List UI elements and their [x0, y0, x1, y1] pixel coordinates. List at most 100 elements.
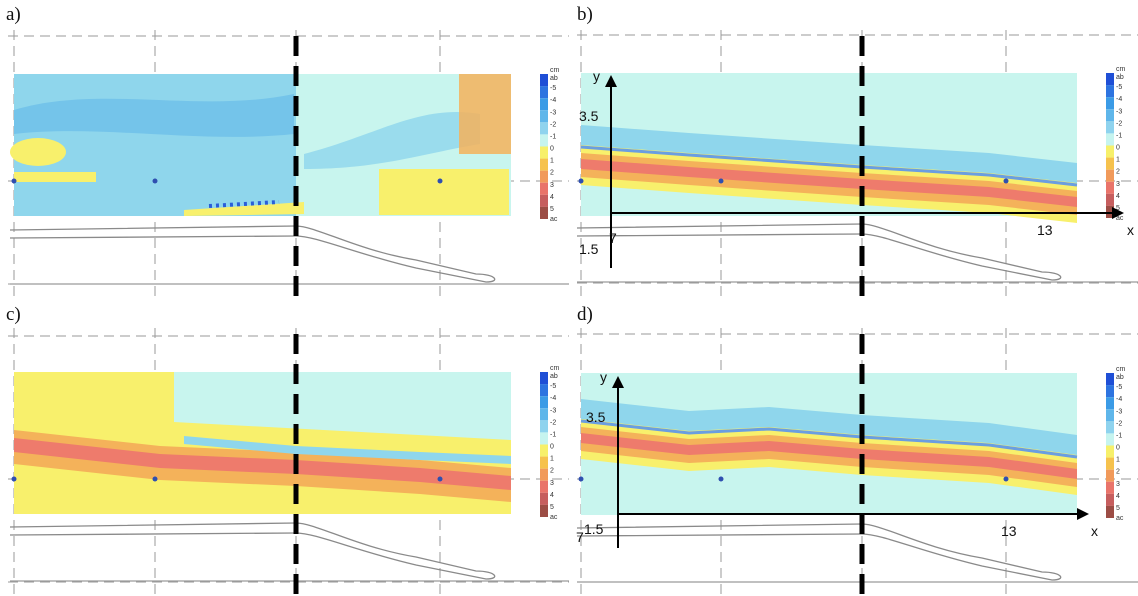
colorbar-tick-label: 1: [1116, 157, 1120, 164]
probe-marker: [11, 476, 17, 482]
colorbar-tick-label: 2: [1116, 169, 1120, 176]
colorbar-swatch: [1106, 481, 1114, 494]
y-axis-tick-label: 3.5: [579, 108, 599, 124]
colorbar-top-label: ab: [550, 373, 558, 380]
colorbar-tick-label: 3: [550, 182, 554, 189]
colorbar-swatch: [1106, 145, 1114, 158]
probe-marker: [437, 178, 443, 184]
colorbar-tick-label: 1: [550, 456, 554, 463]
colorbar-tick-label: 3: [1116, 481, 1120, 488]
colorbar-swatch: [1106, 121, 1114, 134]
colorbar-tick-label: -3: [1116, 108, 1122, 115]
colorbar-swatch: [540, 492, 548, 505]
colorbar-swatch: [1106, 433, 1114, 446]
x-axis-tick-label: 13: [1001, 523, 1017, 539]
colorbar-swatch: [1106, 133, 1114, 146]
deviation-band-red: [581, 159, 1077, 207]
colorbar-tick-label: -5: [550, 383, 556, 390]
colorbar-swatch: [540, 420, 548, 433]
colorbar-top-label: ab: [1116, 374, 1124, 381]
colorbar-tick-label: -2: [550, 419, 556, 426]
panel-d: d) cm ab -5 -4 -3 -2 -1 0 1 2 3 4 5 ac y 3.5 1.5 7 13 x: [569, 298, 1138, 596]
colorbar-tick-label: 0: [1116, 145, 1120, 152]
colorbar-swatch: [540, 134, 548, 147]
panel-a: a) cm ab -5 -4 -3 -2 -1 0 1 2 3 4 5 ac: [0, 0, 569, 298]
colorbar-swatch: [540, 194, 548, 207]
colorbar-tick-label: 1: [550, 158, 554, 165]
panel-c: c) cm ab -5 -4 -3 -2 -1 0 1 2 3 4 5 ac: [0, 298, 569, 596]
colorbar-swatch: [540, 170, 548, 183]
deviation-patch: [459, 74, 511, 154]
deviation-band-orange: [581, 427, 1077, 487]
colorbar-swatch: [1106, 97, 1114, 110]
y-axis-label: y: [600, 369, 607, 385]
colorbar-unit: cm: [1116, 366, 1126, 373]
panel-b: b) cm ab -5 -4 -3 -2 -1 0 1 2 3 4 5 ac y 3.5 1.5 7 13 x: [569, 0, 1138, 298]
colorbar-swatch: [1106, 157, 1114, 170]
colorbar-tick-label: 5: [550, 504, 554, 511]
y-axis-arrow: [612, 376, 624, 388]
colorbar-swatch: [540, 110, 548, 123]
deviation-patch: [14, 94, 294, 137]
colorbar-bottom-label: ac: [550, 514, 558, 521]
colorbar-tick-label: 2: [550, 170, 554, 177]
colorbar-swatch: [1106, 373, 1114, 386]
colorbar-swatch: [1106, 205, 1114, 218]
colorbar-tick-label: 0: [550, 146, 554, 153]
colorbar-tick-label: -5: [550, 85, 556, 92]
x-axis-arrow: [1112, 207, 1124, 219]
colorbar-tick-label: -4: [1116, 396, 1122, 403]
x-axis-label: x: [1127, 222, 1134, 238]
x-axis-label: x: [1091, 523, 1098, 539]
colorbar-swatch: [540, 146, 548, 159]
colorbar-swatch: [540, 468, 548, 481]
colorbar-tick-label: -4: [550, 97, 556, 104]
colorbar-swatch: [540, 432, 548, 445]
bed-profile-outline: [9, 225, 496, 283]
colorbar-swatch: [1106, 385, 1114, 398]
colorbar-swatch: [540, 396, 548, 409]
deviation-band-red: [581, 433, 1077, 479]
colorbar-tick-label: -2: [1116, 420, 1122, 427]
panel-label: b): [577, 4, 593, 25]
y-axis-label: y: [593, 68, 600, 84]
colorbar-unit: cm: [550, 365, 560, 372]
colorbar-tick-label: -1: [550, 431, 556, 438]
deviation-patch: [184, 202, 304, 216]
colorbar-tick-label: -1: [1116, 432, 1122, 439]
colorbar-tick-label: 0: [1116, 445, 1120, 452]
probe-marker: [437, 476, 443, 482]
colorbar-tick-label: -2: [550, 121, 556, 128]
x-axis-arrow: [1077, 508, 1089, 520]
colorbar-swatch: [1106, 109, 1114, 122]
colorbar-bottom-label: ac: [550, 216, 558, 223]
probe-marker: [718, 476, 724, 482]
colorbar-swatch: [540, 206, 548, 219]
deviation-band-red: [14, 438, 511, 490]
colorbar-tick-label: -3: [1116, 408, 1122, 415]
colorbar-tick-label: -1: [1116, 132, 1122, 139]
probe-marker: [152, 178, 158, 184]
colorbar-tick-label: 4: [550, 194, 554, 201]
colorbar-tick-label: -5: [1116, 384, 1122, 391]
colorbar-tick-label: 0: [550, 444, 554, 451]
colorbar-bottom-label: ac: [1116, 515, 1124, 522]
panel-label: c): [6, 304, 21, 325]
colorbar-unit: cm: [550, 67, 560, 74]
deviation-patch: [10, 138, 66, 166]
colorbar-swatch: [540, 456, 548, 469]
colorbar-tick-label: 2: [550, 468, 554, 475]
probe-marker: [11, 178, 17, 184]
deviation-band-blue: [184, 436, 511, 464]
deviation-patch: [14, 172, 96, 182]
colorbar-swatch: [1106, 493, 1114, 506]
panel-label: d): [577, 304, 593, 325]
panel-label: a): [6, 4, 21, 25]
colorbar-swatch: [540, 182, 548, 195]
colorbar-tick-label: 5: [1116, 505, 1120, 512]
colorbar-swatch: [1106, 469, 1114, 482]
colorbar-swatch: [540, 408, 548, 421]
colorbar-tick-label: 4: [550, 492, 554, 499]
colorbar-swatch: [1106, 397, 1114, 410]
